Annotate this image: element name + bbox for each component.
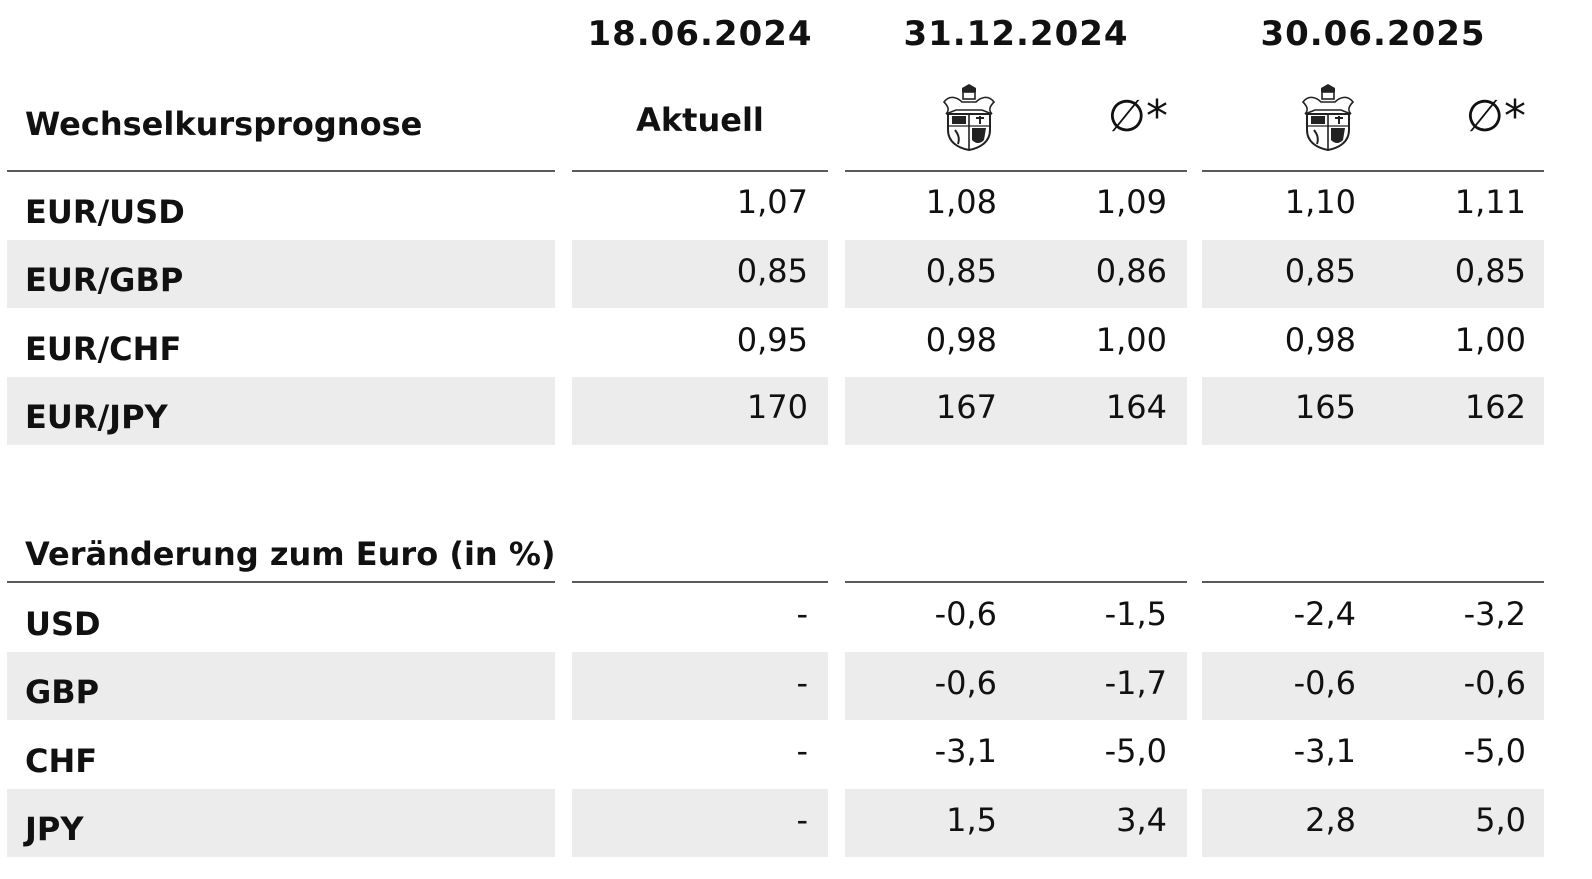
rate-value-current: 0,85: [736, 252, 808, 290]
current-label: Aktuell: [636, 101, 764, 139]
date-forecast-1: 31.12.2024: [903, 14, 1129, 54]
rate-value-bank-2025: 1,10: [1284, 183, 1356, 221]
row-band: [7, 240, 555, 308]
row-band: [845, 789, 1187, 857]
rate-label: EUR/USD: [25, 193, 185, 231]
change-value-consensus-2024: -5,0: [1104, 732, 1167, 770]
rate-value-consensus-2025: 0,85: [1454, 252, 1526, 290]
rate-value-bank-2024: 0,98: [925, 321, 997, 359]
change-label: GBP: [25, 673, 100, 711]
change-value-current: -: [796, 732, 808, 770]
rate-value-bank-2024: 0,85: [925, 252, 997, 290]
consensus-label-2: ∅*: [1465, 91, 1526, 142]
rate-value-consensus-2024: 0,86: [1095, 252, 1167, 290]
rate-value-bank-2025: 0,85: [1284, 252, 1356, 290]
rate-value-bank-2025: 165: [1294, 388, 1356, 426]
change-value-bank-2024: 1,5: [946, 801, 997, 839]
rate-value-current: 1,07: [736, 183, 808, 221]
change-value-bank-2025: -2,4: [1293, 595, 1356, 633]
change-value-bank-2025: -3,1: [1293, 732, 1356, 770]
change-value-current: -: [796, 664, 808, 702]
row-band: [7, 652, 555, 720]
header-rule: [572, 170, 828, 172]
date-forecast-2: 30.06.2025: [1260, 14, 1486, 54]
section-rule: [1202, 581, 1544, 583]
row-band: [7, 377, 555, 445]
rate-value-consensus-2024: 164: [1105, 388, 1167, 426]
change-value-consensus-2025: 5,0: [1475, 801, 1526, 839]
row-band: [845, 240, 1187, 308]
change-label: JPY: [25, 810, 84, 848]
change-value-bank-2025: 2,8: [1305, 801, 1356, 839]
row-band: [1202, 652, 1544, 720]
rate-value-bank-2024: 167: [935, 388, 997, 426]
row-band: [1202, 789, 1544, 857]
change-value-consensus-2024: 3,4: [1116, 801, 1167, 839]
change-value-consensus-2024: -1,5: [1104, 595, 1167, 633]
header-rule: [1202, 170, 1544, 172]
rate-value-bank-2024: 1,08: [925, 183, 997, 221]
rate-value-consensus-2025: 1,00: [1454, 321, 1526, 359]
date-current: 18.06.2024: [587, 14, 813, 54]
section-rule: [572, 581, 828, 583]
row-band: [845, 652, 1187, 720]
change-value-current: -: [796, 801, 808, 839]
row-band: [572, 652, 828, 720]
change-value-bank-2024: -0,6: [934, 595, 997, 633]
change-value-bank-2025: -0,6: [1293, 664, 1356, 702]
change-label: CHF: [25, 742, 98, 780]
rate-value-current: 0,95: [736, 321, 808, 359]
rate-label: EUR/JPY: [25, 398, 168, 436]
row-band: [845, 377, 1187, 445]
rate-value-consensus-2024: 1,00: [1095, 321, 1167, 359]
row-band: [572, 789, 828, 857]
row-band: [572, 240, 828, 308]
bank-crest-icon: [940, 82, 998, 152]
rate-label: EUR/GBP: [25, 261, 184, 299]
change-value-current: -: [796, 595, 808, 633]
change-value-bank-2024: -0,6: [934, 664, 997, 702]
row-band: [1202, 240, 1544, 308]
change-label: USD: [25, 605, 101, 643]
section-rule: [845, 581, 1187, 583]
change-value-consensus-2025: -5,0: [1463, 732, 1526, 770]
bank-crest-icon: [1299, 82, 1357, 152]
change-value-consensus-2024: -1,7: [1104, 664, 1167, 702]
rate-value-consensus-2024: 1,09: [1095, 183, 1167, 221]
row-band: [7, 789, 555, 857]
change-value-bank-2024: -3,1: [934, 732, 997, 770]
section-rule: [7, 581, 555, 583]
rate-value-consensus-2025: 1,11: [1454, 183, 1526, 221]
rate-value-bank-2025: 0,98: [1284, 321, 1356, 359]
rate-value-consensus-2025: 162: [1464, 388, 1526, 426]
rate-value-current: 170: [746, 388, 808, 426]
change-value-consensus-2025: -0,6: [1463, 664, 1526, 702]
consensus-label-1: ∅*: [1107, 91, 1168, 142]
change-value-consensus-2025: -3,2: [1463, 595, 1526, 633]
row-band: [572, 377, 828, 445]
header-rule: [845, 170, 1187, 172]
header-rule: [7, 170, 555, 172]
section-title-forecast: Wechselkursprognose: [25, 105, 423, 143]
row-band: [1202, 377, 1544, 445]
section-title-change: Veränderung zum Euro (in %): [25, 535, 556, 573]
rate-label: EUR/CHF: [25, 330, 182, 368]
